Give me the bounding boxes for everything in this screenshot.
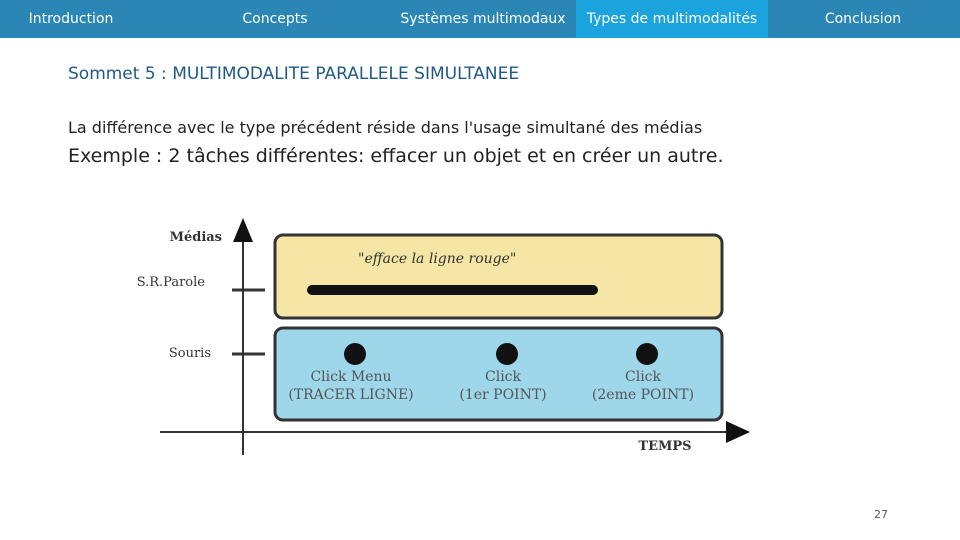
nav-tab[interactable]: Types de multimodalités — [576, 0, 768, 38]
body-text: La différence avec le type précédent rés… — [68, 118, 703, 137]
click-detail: (1er POINT) — [459, 387, 546, 403]
x-axis-label: TEMPS — [638, 439, 691, 454]
y-axis-label: Médias — [170, 230, 222, 245]
click-detail: (TRACER LIGNE) — [288, 387, 413, 403]
click-label: Click — [625, 369, 662, 385]
click-label: Click Menu — [310, 369, 391, 385]
nav-tab[interactable]: Systèmes multimodaux — [400, 11, 566, 27]
nav-tab[interactable]: Conclusion — [824, 11, 902, 27]
click-dot — [636, 343, 658, 365]
click-detail: (2eme POINT) — [592, 387, 694, 403]
click-label: Click — [485, 369, 522, 385]
row-label: Souris — [169, 346, 211, 361]
page-number: 27 — [874, 508, 888, 521]
speech-label: "efface la ligne rouge" — [358, 251, 516, 267]
nav-bar: Introduction Concepts Systèmes multimodaux… — [0, 0, 960, 38]
click-dot — [496, 343, 518, 365]
nav-tab[interactable]: Introduction — [28, 11, 114, 27]
click-dot — [344, 343, 366, 365]
x-arrow — [726, 421, 750, 443]
nav-tab[interactable]: Concepts — [242, 11, 308, 27]
slide-title: Sommet 5 : MULTIMODALITE PARALLELE SIMUL… — [68, 64, 520, 84]
row-label: S.R.Parole — [137, 275, 206, 290]
y-arrow — [233, 218, 253, 242]
body-text: Exemple : 2 tâches différentes: effacer … — [68, 145, 724, 167]
mouse-box — [273, 326, 724, 422]
speech-box — [273, 233, 724, 320]
